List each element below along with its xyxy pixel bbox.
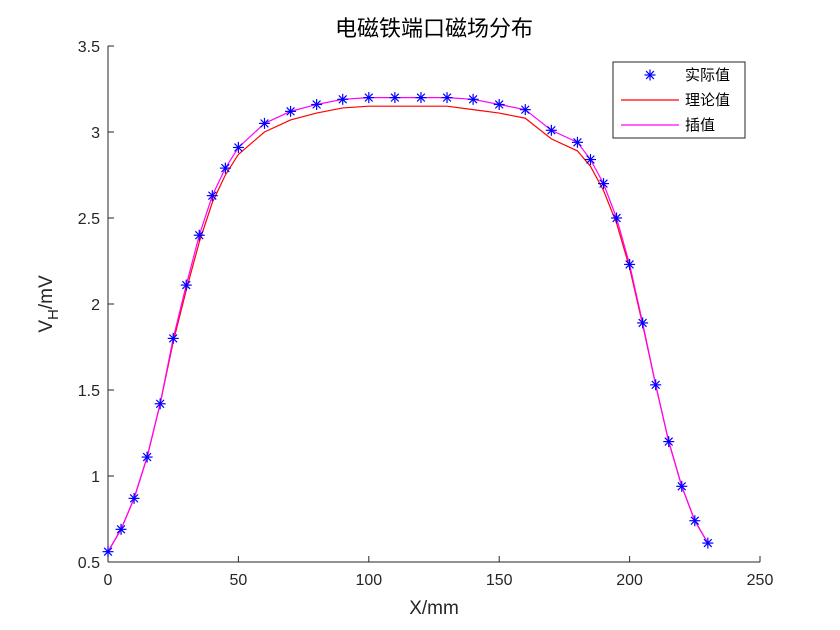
data-point	[115, 523, 127, 535]
marker-stroke	[442, 93, 452, 102]
y-tick-label: 3	[91, 125, 100, 142]
data-point	[389, 92, 401, 104]
marker-stroke	[103, 547, 113, 556]
marker-stroke	[390, 93, 400, 102]
data-point	[624, 258, 636, 270]
data-point	[258, 117, 270, 129]
data-point	[102, 546, 114, 558]
legend-label: 插值	[685, 116, 715, 134]
data-point	[598, 178, 610, 190]
marker-stroke	[168, 334, 178, 343]
marker-stroke	[586, 155, 595, 164]
data-point	[689, 515, 701, 527]
marker-stroke	[645, 70, 655, 80]
data-point	[285, 105, 297, 117]
marker-stroke	[116, 525, 126, 534]
marker-stroke	[208, 191, 217, 200]
data-point	[193, 229, 205, 241]
y-axis-label: VH/mV	[36, 275, 62, 333]
marker-stroke	[520, 105, 530, 114]
x-tick-label: 100	[355, 572, 382, 589]
data-point	[493, 98, 505, 110]
marker-stroke	[286, 107, 295, 116]
y-tick-label: 2.5	[78, 211, 100, 228]
data-point	[611, 212, 623, 224]
x-tick-label: 0	[104, 572, 113, 589]
data-point	[128, 492, 140, 504]
legend-swatch-实际值	[644, 69, 656, 81]
x-tick-label: 200	[616, 572, 643, 589]
marker-stroke	[142, 452, 152, 462]
marker-stroke	[638, 318, 647, 328]
y-tick-label: 3.5	[78, 39, 100, 56]
data-point	[545, 124, 557, 136]
legend-label: 实际值	[685, 66, 730, 84]
marker-stroke	[129, 494, 139, 503]
marker-stroke	[416, 93, 426, 102]
data-point	[519, 104, 531, 116]
data-point	[167, 332, 179, 344]
data-point	[337, 93, 349, 105]
marker-stroke	[155, 399, 165, 409]
data-point	[180, 279, 192, 291]
data-point	[637, 317, 649, 329]
x-axis-label: X/mm	[409, 598, 459, 619]
marker-stroke	[690, 516, 700, 526]
data-point	[206, 190, 218, 202]
data-point	[154, 398, 166, 410]
data-point	[584, 154, 596, 166]
data-point	[467, 93, 479, 105]
marker-stroke	[547, 125, 556, 135]
chart-title: 电磁铁端口磁场分布	[335, 17, 533, 42]
marker-stroke	[494, 100, 504, 109]
plot-area: 0 50 100 150 200 250 0.5 1 1.5 2 2.5 3 3.5	[78, 39, 774, 589]
y-axis-label-main: V	[36, 320, 57, 333]
marker-stroke	[677, 482, 687, 491]
legend-label: 理论值	[685, 91, 730, 109]
data-point	[571, 136, 583, 148]
data-point	[219, 162, 231, 174]
y-axis-label-subscript: H	[45, 309, 62, 320]
marker-stroke	[260, 119, 269, 128]
marker-stroke	[573, 138, 582, 147]
marker-stroke	[651, 380, 660, 390]
marker-stroke	[181, 280, 191, 290]
marker-stroke	[625, 260, 634, 269]
marker-stroke	[194, 230, 204, 240]
marker-stroke	[312, 100, 321, 109]
x-tick-label: 150	[486, 572, 513, 589]
y-tick-label: 2	[91, 297, 100, 314]
marker-stroke	[364, 93, 374, 102]
data-point	[663, 436, 675, 448]
series-line-插值	[107, 96, 709, 552]
data-point	[702, 537, 714, 549]
marker-stroke	[664, 437, 674, 446]
marker-stroke	[338, 95, 348, 104]
y-axis-label-unit: /mV	[36, 275, 57, 309]
data-point	[363, 92, 375, 104]
marker-stroke	[703, 538, 713, 548]
marker-stroke	[468, 95, 478, 104]
data-point	[415, 92, 427, 104]
y-tick-label: 0.5	[78, 555, 100, 572]
data-point	[650, 379, 662, 391]
y-tick-label: 1.5	[78, 383, 100, 400]
marker-stroke	[221, 163, 230, 173]
marker-stroke	[612, 213, 621, 223]
y-tick-label: 1	[91, 469, 100, 486]
data-point	[676, 480, 688, 492]
data-point	[232, 141, 244, 153]
marker-stroke	[599, 179, 608, 188]
series-markers-实际值	[102, 92, 714, 558]
data-point	[141, 451, 153, 463]
data-point	[311, 98, 323, 110]
marker-stroke	[234, 143, 243, 152]
data-point	[441, 92, 453, 104]
x-tick-label: 250	[747, 572, 774, 589]
x-tick-label: 50	[230, 572, 248, 589]
